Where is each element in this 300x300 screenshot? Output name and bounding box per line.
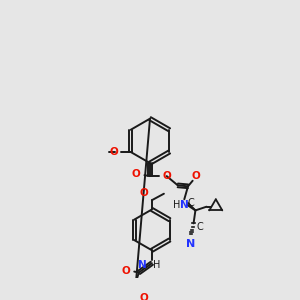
Text: H: H — [173, 200, 181, 210]
Text: O: O — [132, 169, 141, 179]
Text: N: N — [180, 200, 189, 210]
Text: O: O — [140, 188, 148, 198]
Text: C: C — [188, 198, 194, 208]
Text: N: N — [139, 260, 147, 270]
Text: O: O — [140, 293, 148, 300]
Text: O: O — [192, 171, 200, 181]
Text: N: N — [186, 239, 195, 249]
Text: C: C — [196, 222, 203, 233]
Text: O: O — [109, 147, 118, 157]
Text: O: O — [122, 266, 130, 276]
Text: H: H — [153, 260, 160, 270]
Text: O: O — [162, 171, 171, 181]
